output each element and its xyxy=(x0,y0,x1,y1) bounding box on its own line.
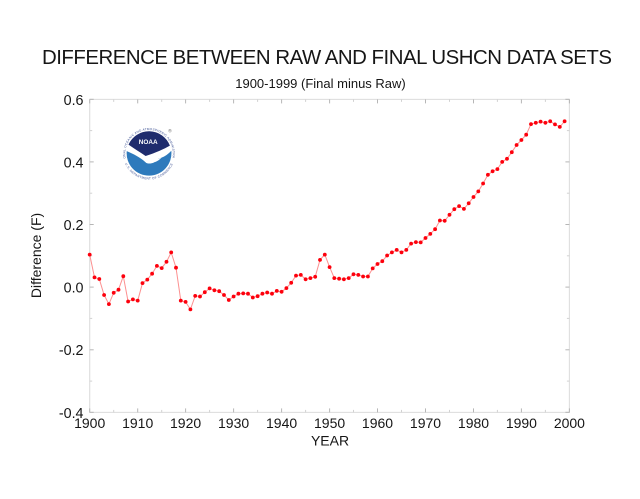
svg-text:Difference (F): Difference (F) xyxy=(28,213,44,298)
svg-text:0.2: 0.2 xyxy=(64,218,84,234)
svg-text:1970: 1970 xyxy=(410,415,441,431)
svg-text:1950: 1950 xyxy=(314,415,345,431)
svg-text:0.0: 0.0 xyxy=(64,281,84,297)
svg-text:1900-1999 (Final minus Raw): 1900-1999 (Final minus Raw) xyxy=(235,76,406,91)
svg-text:1930: 1930 xyxy=(218,415,249,431)
svg-text:NOAA: NOAA xyxy=(139,139,158,146)
svg-text:1960: 1960 xyxy=(362,415,393,431)
svg-text:2000: 2000 xyxy=(554,415,585,431)
svg-text:YEAR: YEAR xyxy=(311,432,349,448)
svg-text:1940: 1940 xyxy=(266,415,297,431)
svg-text:0.4: 0.4 xyxy=(64,155,84,171)
svg-text:®: ® xyxy=(168,127,172,133)
svg-text:DIFFERENCE BETWEEN RAW AND FIN: DIFFERENCE BETWEEN RAW AND FINAL USHCN D… xyxy=(42,47,612,69)
svg-text:1910: 1910 xyxy=(122,415,153,431)
svg-text:1980: 1980 xyxy=(458,415,489,431)
svg-text:1920: 1920 xyxy=(170,415,201,431)
svg-text:1900: 1900 xyxy=(74,415,105,431)
svg-text:0.6: 0.6 xyxy=(64,93,84,109)
svg-text:-0.4: -0.4 xyxy=(59,406,84,422)
svg-text:-0.2: -0.2 xyxy=(59,343,84,359)
svg-text:1990: 1990 xyxy=(506,415,537,431)
